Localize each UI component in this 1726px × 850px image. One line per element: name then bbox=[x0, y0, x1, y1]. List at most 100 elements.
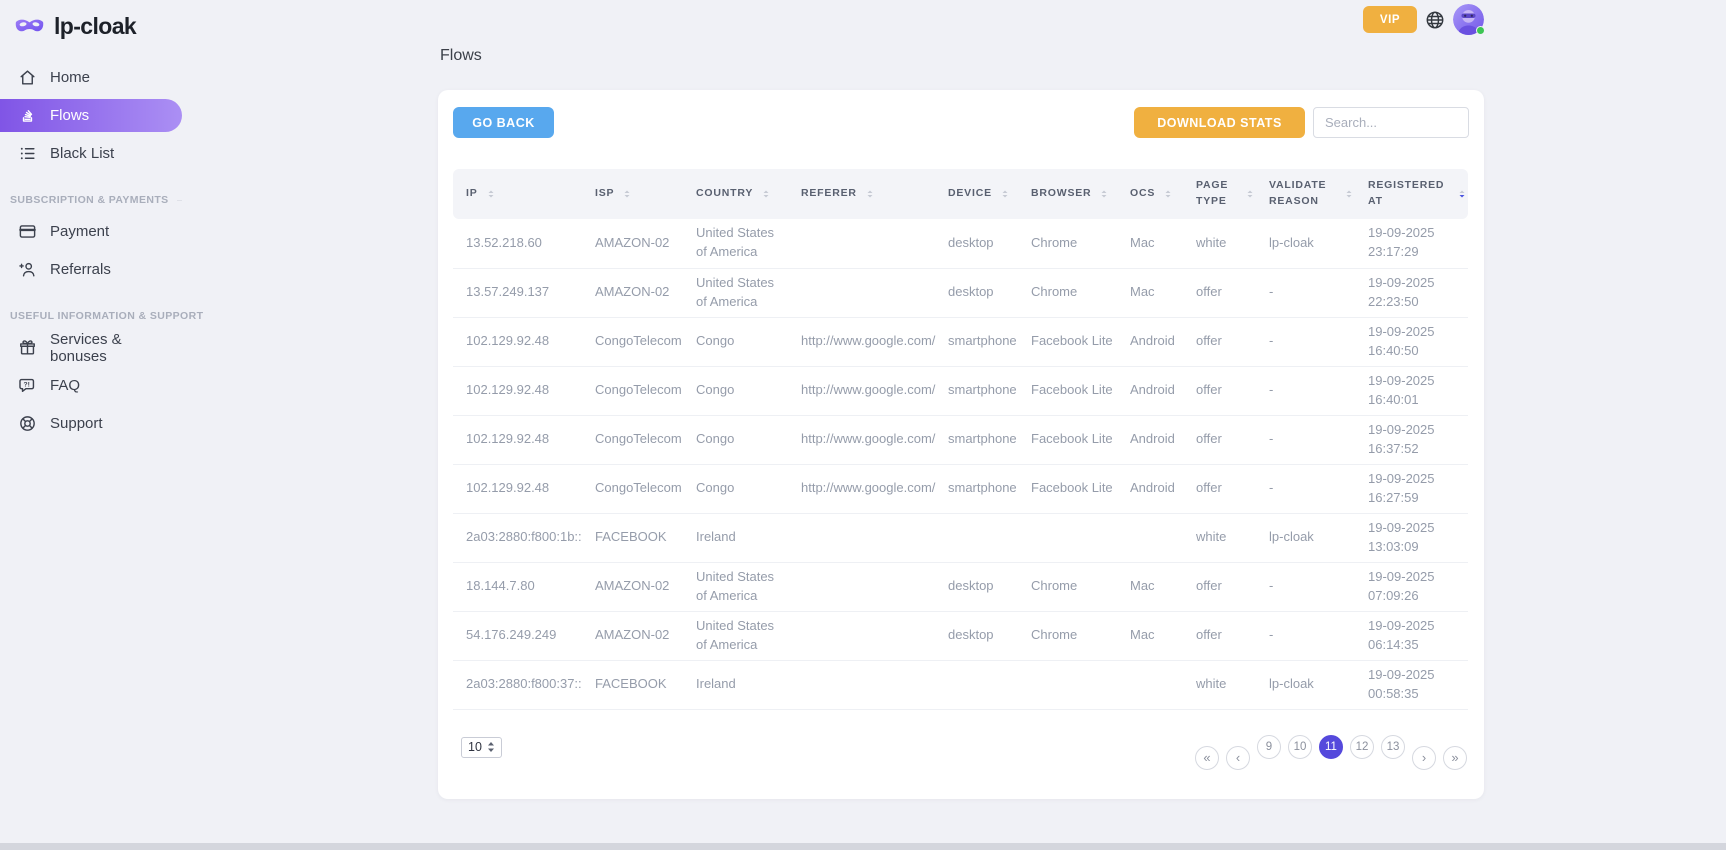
language-globe-button[interactable] bbox=[1424, 9, 1446, 31]
pagination-first-button[interactable]: « bbox=[1195, 745, 1219, 770]
cell-device: smartphone bbox=[935, 317, 1018, 367]
sort-icon[interactable] bbox=[1244, 188, 1256, 200]
sidebar-item-label: Support bbox=[50, 415, 103, 432]
app-logo[interactable]: lp-cloak bbox=[0, 0, 182, 40]
cell-country: Congo bbox=[683, 317, 788, 367]
toolbar: GO BACK DOWNLOAD STATS bbox=[453, 107, 1469, 138]
topbar: VIP bbox=[1363, 4, 1485, 35]
sidebar-item-home[interactable]: Home bbox=[0, 61, 182, 94]
search-input[interactable] bbox=[1313, 107, 1469, 138]
sidebar-item-label: Referrals bbox=[50, 261, 111, 278]
flows-icon bbox=[17, 106, 37, 126]
pagination-last-button[interactable]: » bbox=[1443, 745, 1467, 770]
cell-validate-reason: - bbox=[1256, 562, 1355, 612]
sidebar-item-label: Payment bbox=[50, 223, 110, 240]
page-size-value: 10 bbox=[468, 740, 482, 754]
pagination-prev-button[interactable]: ‹ bbox=[1226, 745, 1250, 770]
column-header-ocs[interactable]: OCS bbox=[1117, 169, 1183, 219]
sidebar-item-services-bonuses[interactable]: Services & bonuses bbox=[0, 331, 182, 365]
sidebar-item-payment[interactable]: Payment bbox=[0, 215, 182, 248]
black-list-icon bbox=[17, 144, 37, 164]
referrals-icon bbox=[17, 260, 37, 280]
vip-button[interactable]: VIP bbox=[1363, 6, 1417, 33]
cell-registered-at: 19-09-2025 22:23:50 bbox=[1355, 268, 1468, 318]
page-button-10[interactable]: 10 bbox=[1288, 735, 1312, 759]
cell-page-type: offer bbox=[1183, 366, 1256, 416]
sort-icon[interactable] bbox=[1162, 188, 1174, 200]
sort-icon[interactable] bbox=[1343, 188, 1355, 200]
page-size-select[interactable]: 10 bbox=[461, 736, 502, 758]
flows-table: IP ISP COUNTRY REFERER DEVICE BROWSER OCS PAGE … bbox=[453, 169, 1468, 710]
cell-country: United States of America bbox=[683, 268, 788, 318]
user-avatar[interactable] bbox=[1453, 4, 1485, 35]
cell-browser: Facebook Lite bbox=[1018, 464, 1117, 514]
download-stats-button[interactable]: DOWNLOAD STATS bbox=[1134, 107, 1305, 138]
sidebar-item-black-list[interactable]: Black List bbox=[0, 137, 182, 170]
page-button-9[interactable]: 9 bbox=[1257, 735, 1281, 759]
cell-browser: Chrome bbox=[1018, 268, 1117, 318]
sidebar-item-referrals[interactable]: Referrals bbox=[0, 253, 182, 286]
cell-device: desktop bbox=[935, 611, 1018, 661]
table-row: 2a03:2880:f800:37:: FACEBOOK Ireland white l… bbox=[453, 660, 1468, 710]
cell-registered-at: 19-09-2025 00:58:35 bbox=[1355, 660, 1468, 710]
cell-ocs: Android bbox=[1117, 317, 1183, 367]
cell-browser: Facebook Lite bbox=[1018, 415, 1117, 465]
column-header-label: DEVICE bbox=[948, 187, 992, 200]
sort-icon[interactable] bbox=[1098, 188, 1110, 200]
cell-ocs: Mac bbox=[1117, 219, 1183, 269]
page-button-13[interactable]: 13 bbox=[1381, 735, 1405, 759]
payment-icon bbox=[17, 222, 37, 242]
sidebar-item-faq[interactable]: ?! FAQ bbox=[0, 369, 182, 402]
horizontal-scrollbar[interactable] bbox=[0, 843, 1726, 850]
sort-icon[interactable] bbox=[760, 188, 772, 200]
cell-ip: 102.129.92.48 bbox=[453, 464, 582, 514]
cell-isp: AMAZON-02 bbox=[582, 219, 683, 269]
column-header-device[interactable]: DEVICE bbox=[935, 169, 1018, 219]
cell-page-type: white bbox=[1183, 660, 1256, 710]
table-row: 2a03:2880:f800:1b:: FACEBOOK Ireland white l… bbox=[453, 513, 1468, 563]
cell-browser: Chrome bbox=[1018, 219, 1117, 269]
cell-registered-at: 19-09-2025 16:27:59 bbox=[1355, 464, 1468, 514]
column-header-label: VALIDATE REASON bbox=[1269, 179, 1327, 207]
sidebar-item-label: Flows bbox=[50, 107, 90, 124]
online-status-dot bbox=[1476, 26, 1485, 35]
column-header-label: PAGE TYPE bbox=[1196, 179, 1229, 207]
cell-isp: AMAZON-02 bbox=[582, 268, 683, 318]
column-header-label: ISP bbox=[595, 187, 615, 200]
cell-referer bbox=[788, 513, 935, 563]
cell-country: Ireland bbox=[683, 513, 788, 563]
go-back-button[interactable]: GO BACK bbox=[453, 107, 554, 138]
column-header-browser[interactable]: BROWSER bbox=[1018, 169, 1117, 219]
sort-icon[interactable] bbox=[485, 188, 497, 200]
page-button-11[interactable]: 11 bbox=[1319, 735, 1343, 759]
cell-registered-at: 19-09-2025 16:37:52 bbox=[1355, 415, 1468, 465]
column-header-isp[interactable]: ISP bbox=[582, 169, 683, 219]
column-header-validate-reason[interactable]: VALIDATE REASON bbox=[1256, 169, 1355, 219]
sidebar-item-label: Black List bbox=[50, 145, 115, 162]
pagination-next-button[interactable]: › bbox=[1412, 745, 1436, 770]
sidebar-item-support[interactable]: Support bbox=[0, 407, 182, 440]
sort-icon[interactable] bbox=[864, 188, 876, 200]
cell-registered-at: 19-09-2025 07:09:26 bbox=[1355, 562, 1468, 612]
column-header-country[interactable]: COUNTRY bbox=[683, 169, 788, 219]
sort-icon[interactable] bbox=[1456, 188, 1468, 200]
table-body: 13.52.218.60 AMAZON-02 United States of Am… bbox=[453, 219, 1468, 710]
cell-ocs: Mac bbox=[1117, 562, 1183, 612]
column-header-referer[interactable]: REFERER bbox=[788, 169, 935, 219]
cell-registered-at: 19-09-2025 06:14:35 bbox=[1355, 611, 1468, 661]
page-button-12[interactable]: 12 bbox=[1350, 735, 1374, 759]
cell-country: Ireland bbox=[683, 660, 788, 710]
cell-country: Congo bbox=[683, 415, 788, 465]
cell-validate-reason: - bbox=[1256, 317, 1355, 367]
column-header-label: OCS bbox=[1130, 187, 1156, 200]
sidebar-section-label: USEFUL INFORMATION & SUPPORT bbox=[10, 310, 204, 322]
sidebar-item-label: FAQ bbox=[50, 377, 81, 394]
column-header-page-type[interactable]: PAGE TYPE bbox=[1183, 169, 1256, 219]
sort-icon[interactable] bbox=[621, 188, 633, 200]
column-header-ip[interactable]: IP bbox=[453, 169, 582, 219]
sidebar-item-flows[interactable]: Flows bbox=[0, 99, 182, 132]
column-header-registered-at[interactable]: REGISTERED AT bbox=[1355, 169, 1468, 219]
cell-page-type: offer bbox=[1183, 562, 1256, 612]
sort-icon[interactable] bbox=[999, 188, 1011, 200]
cell-registered-at: 19-09-2025 23:17:29 bbox=[1355, 219, 1468, 269]
